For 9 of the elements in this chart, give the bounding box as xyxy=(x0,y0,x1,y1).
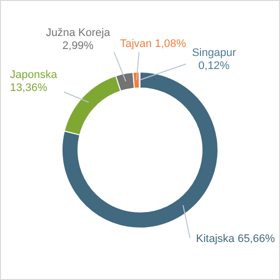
slice-label: Južna Koreja xyxy=(46,27,111,39)
data-label: 13,36% xyxy=(10,82,48,94)
slice-label: Kitajska 65,66% xyxy=(196,233,276,245)
data-label: 2,99% xyxy=(62,40,94,52)
slice-label: Japonska xyxy=(10,69,58,81)
slice-label: Singapur xyxy=(192,47,236,59)
data-label: 0,12% xyxy=(198,60,230,72)
donut-slice xyxy=(62,72,218,228)
slice-label: Tajvan 1,08% xyxy=(120,38,186,50)
